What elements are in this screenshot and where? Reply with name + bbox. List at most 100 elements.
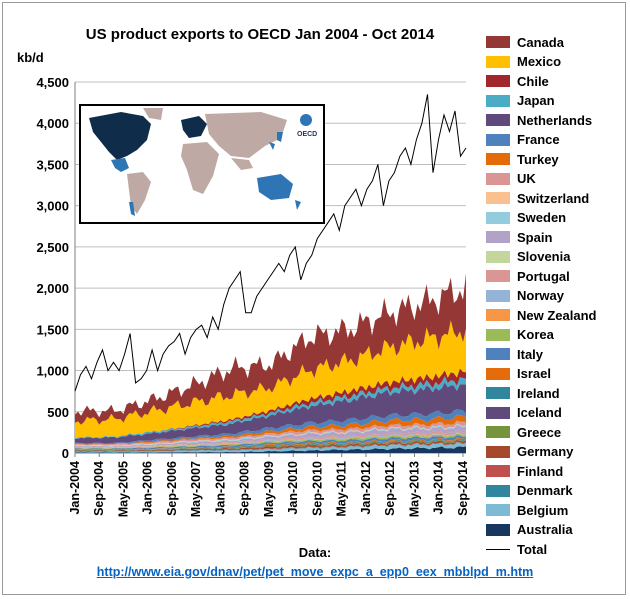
legend-swatch [486, 133, 510, 146]
legend-label: Norway [517, 288, 564, 303]
y-tick-label: 2,000 [36, 281, 69, 296]
legend-label: Korea [517, 327, 554, 342]
legend-item: Denmark [486, 482, 573, 500]
y-tick-label: 1,000 [36, 364, 69, 379]
legend-swatch [486, 172, 510, 185]
legend-label: Total [517, 541, 548, 557]
legend-item: UK [486, 170, 536, 188]
legend-swatch [486, 465, 510, 477]
legend-swatch [486, 387, 510, 399]
legend-label: UK [517, 171, 536, 186]
x-tick-label: Sep-2014 [456, 461, 470, 516]
legend-item: France [486, 131, 560, 149]
legend-label: Turkey [517, 151, 559, 167]
legend-label: Mexico [517, 54, 562, 69]
legend-swatch [486, 270, 510, 282]
x-tick-label: May-2013 [407, 461, 421, 517]
legend-item: Italy [486, 345, 543, 363]
area-australia [75, 446, 466, 453]
legend-item: Portugal [486, 267, 570, 285]
x-tick-label: Sep-2012 [383, 461, 397, 516]
legend-swatch [486, 348, 510, 360]
legend-item: Iceland [486, 404, 562, 422]
y-tick-label: 1,500 [36, 322, 69, 337]
area-japan [75, 376, 466, 439]
legend-item: Belgium [486, 501, 568, 519]
legend-swatch [486, 192, 510, 204]
legend-swatch [486, 309, 510, 321]
legend-label: Netherlands [517, 112, 593, 128]
legend-label: Spain [517, 229, 553, 245]
x-tick-label: May-2009 [262, 461, 276, 517]
legend-swatch [486, 484, 510, 497]
legend-swatch [486, 36, 510, 48]
x-tick-label: Sep-2008 [238, 461, 252, 516]
legend-item: Total [486, 540, 547, 558]
x-tick-label: Sep-2004 [92, 461, 106, 516]
oecd-logo-text: OECD [297, 131, 317, 138]
legend-swatch [486, 153, 510, 165]
chart-title: US product exports to OECD Jan 2004 - Oc… [85, 26, 435, 43]
legend-label: Denmark [517, 483, 573, 498]
legend-label: Belgium [517, 502, 569, 518]
legend-label: Israel [517, 366, 551, 381]
legend-item: Canada [486, 33, 564, 51]
area-uk [75, 420, 466, 446]
legend-swatch [486, 445, 510, 458]
legend-swatch [486, 231, 510, 243]
legend-item: Israel [486, 365, 551, 383]
legend-item: Slovenia [486, 248, 570, 266]
area-italy [75, 435, 466, 450]
x-tick-label: Jan-2012 [359, 461, 373, 515]
legend-item: Norway [486, 287, 564, 305]
x-tick-label: Jan-2014 [432, 461, 446, 515]
area-mexico [75, 320, 466, 439]
legend-item: Spain [486, 228, 552, 246]
legend-label: Italy [517, 346, 544, 362]
legend-label: Portugal [517, 268, 570, 284]
x-tick-label: Jan-2008 [213, 461, 227, 515]
legend-item: Germany [486, 443, 573, 461]
legend-swatch [486, 75, 510, 87]
legend-label: Canada [517, 34, 564, 50]
x-tick-label: Sep-2010 [310, 461, 324, 516]
x-tick-label: May-2007 [189, 461, 203, 517]
legend-item: Chile [486, 72, 549, 90]
y-tick-label: 3,000 [36, 199, 69, 214]
y-tick-label: 2,500 [36, 240, 69, 255]
legend-label: Australia [517, 522, 573, 537]
legend-item: Australia [486, 521, 573, 539]
legend-item: New Zealand [486, 306, 596, 324]
legend-swatch [486, 504, 510, 516]
y-tick-label: 3,500 [36, 157, 69, 172]
legend-item: Sweden [486, 209, 566, 227]
legend-label: New Zealand [517, 307, 597, 323]
legend-label: Germany [517, 444, 574, 459]
legend-item: Netherlands [486, 111, 592, 129]
y-tick-label: 4,500 [36, 75, 69, 90]
x-tick-label: Jan-2006 [141, 461, 155, 515]
legend-swatch [486, 114, 510, 126]
source-link[interactable]: http://www.eia.gov/dnav/pet/pet_move_exp… [96, 565, 534, 579]
area-norway [75, 432, 466, 448]
legend-label: Switzerland [517, 190, 590, 206]
legend-swatch [486, 211, 510, 224]
area-portugal [75, 430, 466, 448]
legend-swatch [486, 367, 510, 380]
y-tick-label: 4,000 [36, 116, 69, 131]
x-tick-label: Jan-2010 [286, 461, 300, 515]
legend-swatch [486, 289, 510, 302]
legend-swatch [486, 55, 510, 68]
legend-swatch [486, 426, 510, 438]
legend-swatch [486, 406, 510, 419]
legend-item: Turkey [486, 150, 559, 168]
x-tick-label: Jan-2004 [68, 461, 82, 515]
area-france [75, 409, 466, 445]
x-tick-label: Sep-2006 [165, 461, 179, 516]
legend-item: Switzerland [486, 189, 589, 207]
legend-label: Sweden [517, 210, 567, 225]
legend-label: Slovenia [517, 249, 571, 264]
world-map-image: OECD [81, 106, 323, 222]
